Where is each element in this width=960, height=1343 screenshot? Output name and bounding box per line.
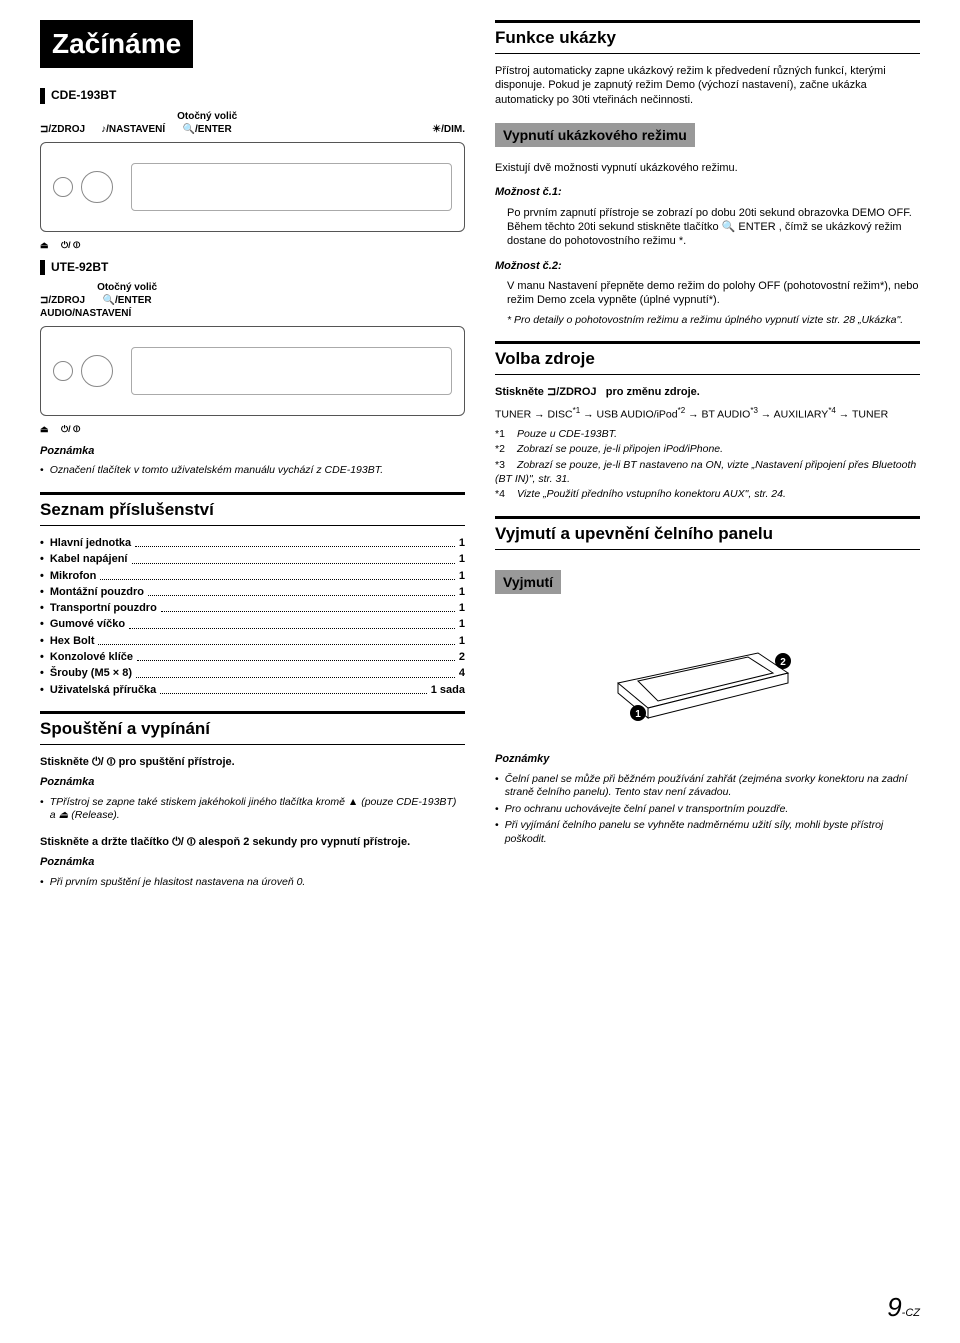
panel-sub: Vyjmutí xyxy=(495,570,561,594)
demo-options-intro: Existují dvě možnosti vypnutí ukázkového… xyxy=(495,161,920,175)
demo-star: * Pro detaily o pohotovostním režimu a r… xyxy=(507,314,920,328)
footnote: *4Vizte „Použití předního vstupního kone… xyxy=(495,488,920,502)
note-heading: Poznámka xyxy=(40,444,465,458)
stereo-diagram-a xyxy=(40,142,465,232)
footnote: *1Pouze u CDE-193BT. xyxy=(495,428,920,442)
demo-off-head: Vypnutí ukázkového režimu xyxy=(495,123,695,147)
panel-note: Čelní panel se může při běžném používání… xyxy=(495,773,920,800)
accessory-item: Hlavní jednotka1 xyxy=(40,536,465,550)
detach-diagram: 2 1 xyxy=(495,612,920,742)
model-b: UTE-92BT xyxy=(40,260,465,276)
note-h1: Poznámka xyxy=(40,775,465,789)
eject-labels-a: ⏏ ⏻/ ⏼ xyxy=(40,240,465,252)
footnote: *2Zobrazí se pouze, je-li připojen iPod/… xyxy=(495,443,920,457)
src-footnotes: *1Pouze u CDE-193BT.*2Zobrazí se pouze, … xyxy=(495,428,920,502)
accessory-item: Transportní pouzdro1 xyxy=(40,601,465,615)
accessory-item: Šrouby (M5 × 8)4 xyxy=(40,666,465,680)
accessory-item: Hex Bolt1 xyxy=(40,634,465,648)
stereo-diagram-b xyxy=(40,326,465,416)
note-text: Označení tlačítek v tomto uživatelském m… xyxy=(40,464,465,478)
opt1-head: Možnost č.1: xyxy=(495,185,920,199)
footnote: *3Zobrazí se pouze, je-li BT nastaveno n… xyxy=(495,459,920,486)
panel-notes-h: Poznámky xyxy=(495,752,920,766)
note-h2: Poznámka xyxy=(40,855,465,869)
panel-note: Při vyjímání čelního panelu se vyhněte n… xyxy=(495,819,920,846)
svg-text:1: 1 xyxy=(635,709,641,720)
svg-text:2: 2 xyxy=(780,657,786,668)
page-number: 9-CZ xyxy=(887,1291,920,1325)
audio-nast-label: AUDIO/NASTAVENÍ xyxy=(40,307,465,320)
accessory-item: Montážní pouzdro1 xyxy=(40,585,465,599)
labels-row-a: ⊐/ZDROJ ♪/NASTAVENÍ Otočný volič🔍/ENTER … xyxy=(40,110,465,136)
accessory-item: Mikrofon1 xyxy=(40,569,465,583)
demo-desc: Přístroj automaticky zapne ukázkový reži… xyxy=(495,64,920,107)
accessory-item: Kabel napájení1 xyxy=(40,552,465,566)
panel-head: Vyjmutí a upevnění čelního panelu xyxy=(495,516,920,550)
opt2-head: Možnost č.2: xyxy=(495,259,920,273)
src-head: Volba zdroje xyxy=(495,341,920,375)
opt2-text: V manu Nastavení přepněte demo režim do … xyxy=(507,279,920,308)
accessory-item: Uživatelská příručka1 sada xyxy=(40,683,465,697)
eject-labels-b: ⏏ ⏻/ ⏼ xyxy=(40,424,465,436)
opt1-text: Po prvním zapnutí přístroje se zobrazí p… xyxy=(507,206,920,249)
accessory-item: Konzolové klíče2 xyxy=(40,650,465,664)
panel-notes: Čelní panel se může při běžném používání… xyxy=(495,773,920,847)
note-vol: Při prvním spuštění je hlasitost nastave… xyxy=(40,876,465,890)
accessory-item: Gumové víčko1 xyxy=(40,617,465,631)
accessories-list: Hlavní jednotka1 Kabel napájení1 Mikrofon1… xyxy=(40,536,465,697)
accessories-head: Seznam příslušenství xyxy=(40,492,465,526)
labels-row-b: ⊐/ZDROJ Otočný volič🔍/ENTER xyxy=(40,281,465,307)
src-seq: TUNER → DISC*1 → USB AUDIO/iPod*2 → BT A… xyxy=(495,406,920,422)
demo-head: Funkce ukázky xyxy=(495,20,920,54)
src-press: Stiskněte ⊐/ZDROJ pro změnu zdroje. xyxy=(495,385,920,399)
panel-note: Pro ochranu uchovávejte čelní panel v tr… xyxy=(495,803,920,817)
onoff-head: Spouštění a vypínání xyxy=(40,711,465,745)
note-start: TPřístroj se zapne také stiskem jakéhoko… xyxy=(40,796,465,823)
press-off: Stiskněte a držte tlačítko ⏻/ ⏼ alespoň … xyxy=(40,835,465,849)
model-a: CDE-193BT xyxy=(40,88,465,104)
press-start: Stiskněte ⏻/ ⏼ pro spuštění přístroje. xyxy=(40,755,465,769)
page-title: Začínáme xyxy=(40,20,193,68)
